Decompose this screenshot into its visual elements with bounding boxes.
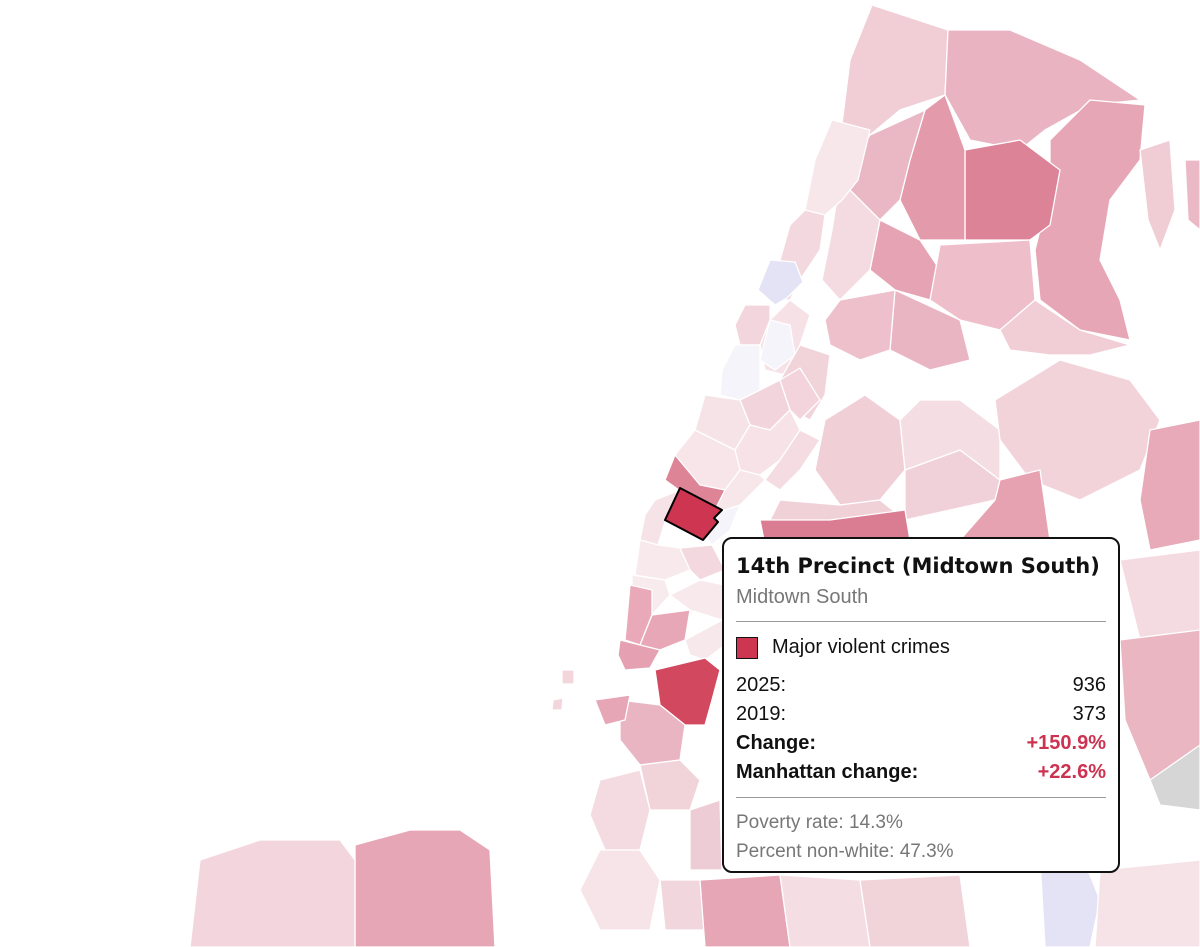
precinct-si-north[interactable] [354, 829, 496, 947]
row-2019-value: 373 [1072, 703, 1106, 725]
row-2025-label: 2025: [736, 674, 787, 696]
precinct-bk-central[interactable] [689, 799, 723, 871]
row-2025: 2025: 936 [736, 671, 1106, 700]
row-2025-value: 936 [1072, 674, 1106, 696]
island-small-2[interactable] [561, 669, 575, 685]
poverty-rate: Poverty rate: 14.3% [736, 812, 903, 833]
precinct-bronx-far-east[interactable] [1184, 159, 1200, 231]
row-2019-label: 2019: [736, 703, 787, 725]
precinct-inwood[interactable] [804, 119, 871, 216]
tooltip-metric: Major violent crimes [736, 636, 1106, 659]
precinct-red-hook[interactable] [594, 694, 631, 726]
precinct-gramercy[interactable] [679, 544, 726, 581]
precinct-astoria[interactable] [814, 394, 906, 506]
row-change: Change: +150.9% [736, 729, 1106, 758]
precinct-harlem-3[interactable] [759, 319, 796, 371]
precinct-bronx-center-dark[interactable] [964, 139, 1061, 241]
precinct-tooltip: 14th Precinct (Midtown South) Midtown So… [722, 537, 1120, 873]
precinct-bronx-south-5[interactable] [999, 299, 1131, 356]
tooltip-title: 14th Precinct (Midtown South) [736, 554, 1100, 578]
row-change-value: +150.9% [1026, 732, 1106, 754]
precinct-bronx-northeast[interactable] [944, 29, 1141, 151]
staten-island-precincts [189, 829, 496, 947]
precinct-bk-south-4[interactable] [779, 874, 871, 947]
precinct-upper-west-1[interactable] [719, 344, 761, 401]
precinct-bk-south-1[interactable] [579, 849, 661, 931]
row-manhattan-change-value: +22.6% [1037, 761, 1106, 783]
row-manhattan-change: Manhattan change: +22.6% [736, 758, 1106, 787]
precinct-bk-far-east[interactable] [1094, 859, 1200, 947]
precinct-bk-gray[interactable] [1149, 744, 1200, 811]
islands [551, 669, 575, 711]
island-small-1[interactable] [551, 697, 564, 711]
row-change-label: Change: [736, 732, 816, 754]
precinct-queens-east[interactable] [1139, 419, 1200, 551]
precinct-chelsea[interactable] [634, 539, 691, 581]
tooltip-divider [736, 621, 1106, 622]
row-manhattan-change-label: Manhattan change: [736, 761, 919, 783]
precinct-park-slope[interactable] [639, 759, 701, 811]
precinct-flushing[interactable] [994, 359, 1161, 501]
metric-label: Major violent crimes [772, 636, 950, 658]
precinct-elmhurst[interactable] [899, 399, 1001, 481]
precinct-si-west[interactable] [189, 839, 356, 947]
metric-swatch-icon [736, 636, 758, 659]
precinct-bronx-south-4[interactable] [824, 289, 896, 361]
precinct-lower-east[interactable] [639, 609, 691, 651]
row-2019: 2019: 373 [736, 700, 1106, 729]
tooltip-divider-2 [736, 797, 1106, 798]
precinct-midtown-south[interactable] [664, 487, 723, 541]
precinct-chinatown[interactable] [684, 619, 726, 661]
precinct-bk-south-3[interactable] [699, 874, 791, 947]
precinct-bk-south-5[interactable] [859, 874, 971, 947]
brooklyn-precincts [579, 509, 1200, 947]
manhattan-precincts [617, 119, 871, 671]
precinct-upper-east-1[interactable] [779, 367, 821, 421]
precinct-upper-east-2[interactable] [764, 429, 821, 491]
precinct-queens-far-east[interactable] [1119, 549, 1200, 641]
percent-nonwhite: Percent non-white: 47.3% [736, 841, 954, 862]
precinct-sunset-park[interactable] [589, 769, 651, 851]
tooltip-subtitle: Midtown South [736, 586, 869, 608]
precinct-uptown-blue[interactable] [757, 259, 804, 306]
precinct-tribeca[interactable] [617, 639, 661, 671]
bronx-precincts [821, 4, 1200, 371]
precinct-bronx-southwest[interactable] [821, 179, 881, 301]
precinct-bronx-island[interactable] [1139, 139, 1176, 251]
